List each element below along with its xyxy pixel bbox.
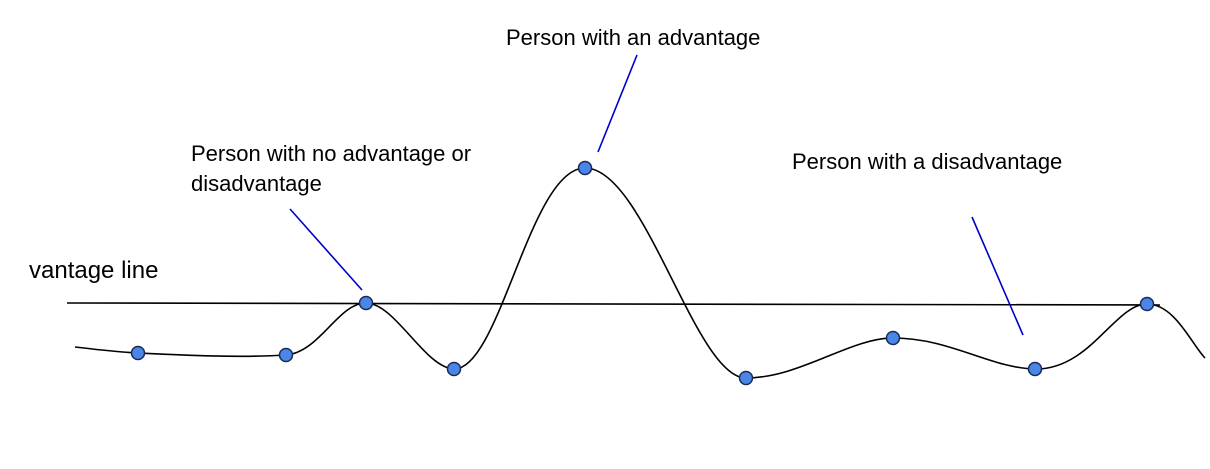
neutral-label-line1: Person with no advantage or (191, 141, 471, 166)
pointer-neutral (289, 208, 363, 291)
person-point (278, 347, 294, 363)
vantage-line-label: vantage line (29, 257, 158, 284)
person-points (130, 160, 1155, 386)
disadvantage-label: Person with a disadvantage (792, 149, 1062, 174)
wave-curve (74, 167, 1206, 379)
person-point-neutral (358, 295, 374, 311)
advantage-label: Person with an advantage (506, 25, 760, 50)
pointer-disadvantage (971, 216, 1024, 336)
person-point (446, 361, 462, 377)
person-point (738, 370, 754, 386)
pointer-advantage (597, 54, 638, 153)
person-point (1139, 296, 1155, 312)
neutral-label-line2: disadvantage (191, 171, 322, 196)
vantage-line (66, 302, 1161, 306)
person-point (885, 330, 901, 346)
person-point-advantage (577, 160, 593, 176)
person-point-disadvantage (1027, 361, 1043, 377)
person-point (130, 345, 146, 361)
